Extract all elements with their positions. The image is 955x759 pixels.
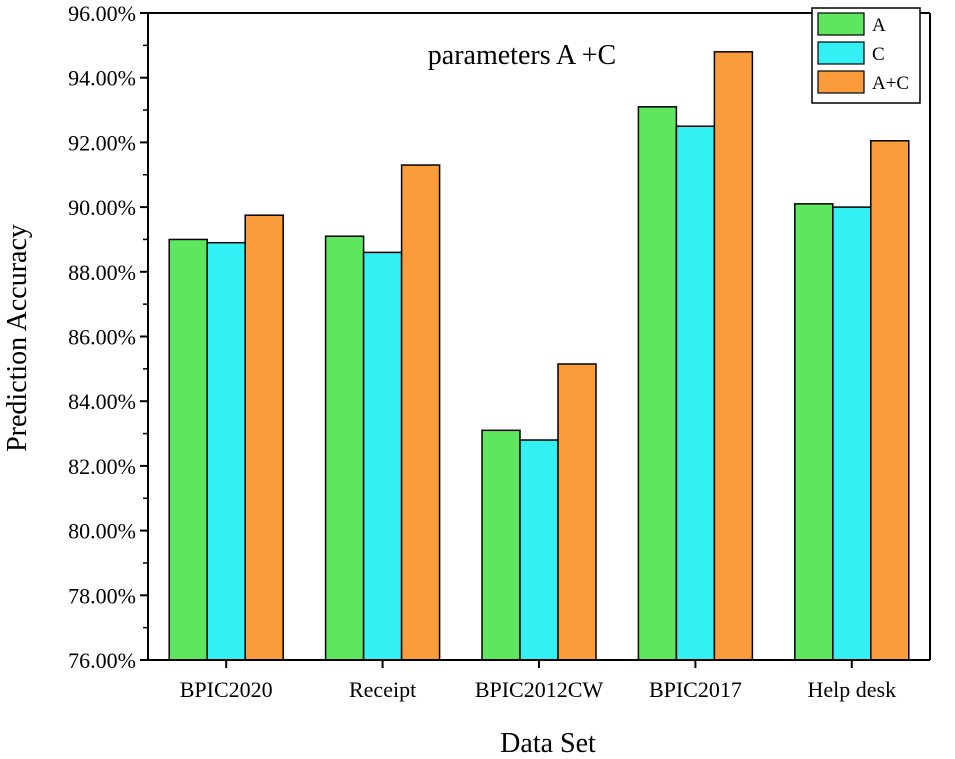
- bar-A+C-BPIC2017: [713, 51, 754, 661]
- x-tick-label: Receipt: [349, 677, 416, 702]
- bar-A+C-BPIC2020: [244, 214, 284, 661]
- bar-A+C-BPIC2012CW: [557, 363, 597, 661]
- y-tick-label: 76.00%: [68, 648, 136, 673]
- x-tick-label: BPIC2017: [649, 677, 742, 702]
- legend-swatch-C: [817, 41, 865, 65]
- y-tick-label: 96.00%: [68, 1, 136, 26]
- legend-label-C: C: [872, 44, 885, 65]
- legend-label-A: A: [872, 15, 886, 36]
- legend-swatch-A: [817, 12, 865, 36]
- y-tick-label: 90.00%: [68, 195, 136, 220]
- legend-swatch-A+C: [817, 70, 865, 94]
- y-tick-label: 78.00%: [68, 583, 136, 608]
- axes-layer: 76.00% 78.00% 80.00% 82.00% 84.00% 86.00% 88.0…: [68, 1, 931, 702]
- y-tick-label: 88.00%: [68, 260, 136, 285]
- bar-C-Help desk: [832, 206, 872, 661]
- bar-C-BPIC2012CW: [519, 439, 559, 661]
- bar-C-BPIC2017: [675, 125, 716, 661]
- x-tick-label: BPIC2020: [180, 677, 273, 702]
- bar-A-BPIC2012CW: [481, 429, 521, 661]
- bar-A-Receipt: [324, 235, 365, 661]
- chart-title: parameters A +C: [428, 40, 616, 71]
- y-axis-title: Prediction Accuracy: [2, 224, 33, 452]
- y-tick-label: 86.00%: [68, 325, 136, 350]
- bar-C-BPIC2020: [206, 241, 246, 661]
- x-tick-label: BPIC2012CW: [475, 677, 604, 702]
- bar-A-Help desk: [794, 203, 834, 661]
- bar-C-Receipt: [362, 251, 403, 661]
- y-tick-label: 84.00%: [68, 389, 136, 414]
- y-tick-label: 92.00%: [68, 130, 136, 155]
- bars-layer: [168, 51, 910, 661]
- y-tick-label: 82.00%: [68, 454, 136, 479]
- bar-A-BPIC2017: [637, 106, 678, 661]
- x-tick-label: Help desk: [808, 677, 897, 702]
- legend-label-A+C: A+C: [872, 73, 909, 94]
- y-tick-label: 94.00%: [68, 66, 136, 91]
- x-axis-title: Data Set: [500, 728, 596, 759]
- bar-A+C-Receipt: [400, 164, 441, 661]
- bar-A-BPIC2020: [168, 238, 208, 661]
- bar-A+C-Help desk: [870, 140, 910, 661]
- legend: AC A+C: [811, 7, 921, 104]
- y-tick-label: 80.00%: [68, 519, 136, 544]
